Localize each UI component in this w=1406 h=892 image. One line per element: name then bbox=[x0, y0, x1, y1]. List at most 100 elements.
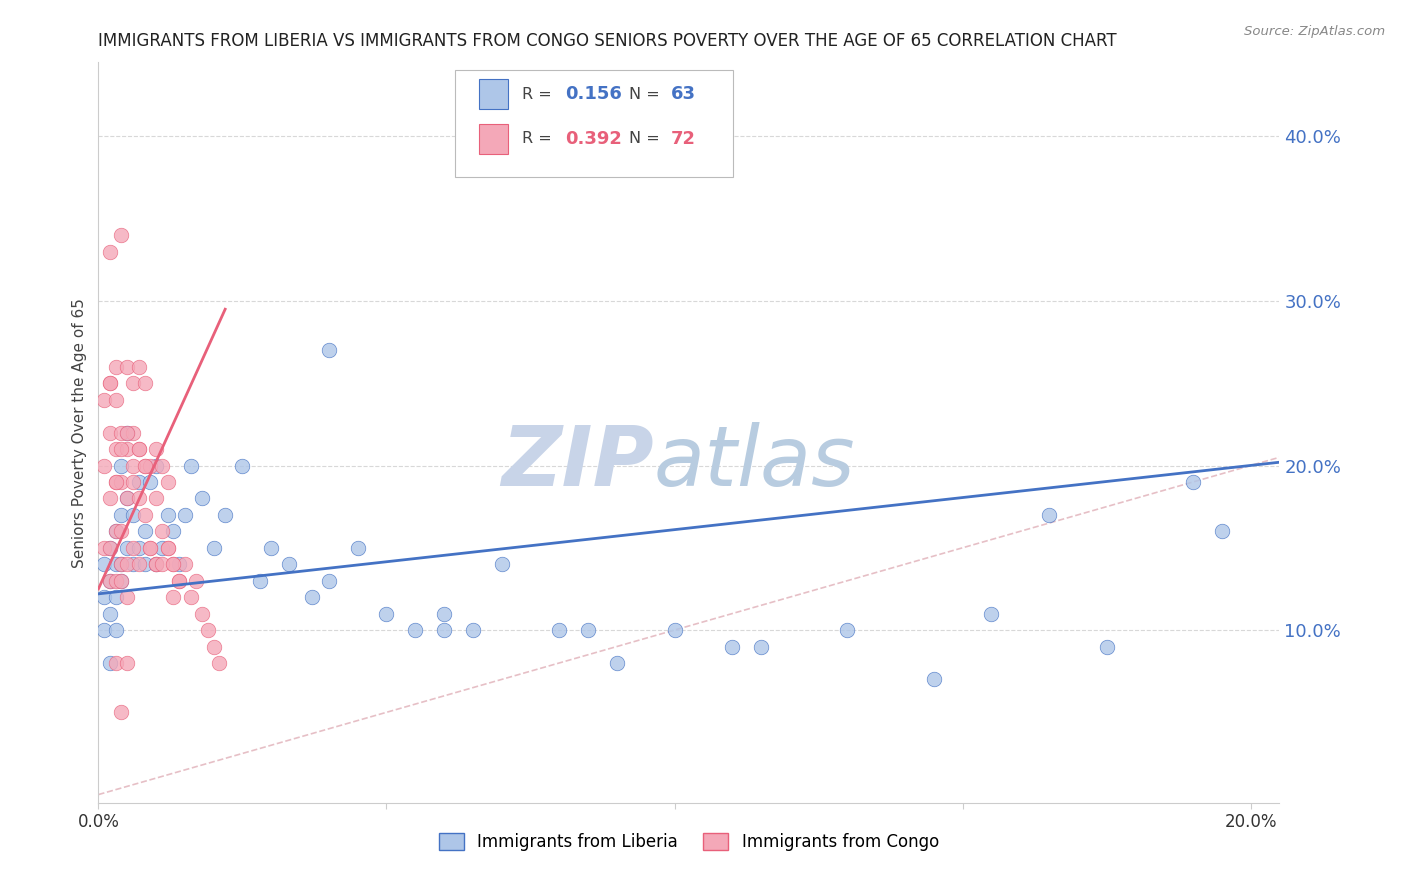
Point bbox=[139, 541, 162, 555]
Point bbox=[231, 458, 253, 473]
Point bbox=[110, 475, 132, 489]
Point bbox=[110, 558, 132, 572]
Point bbox=[104, 475, 127, 489]
Point bbox=[110, 458, 132, 473]
Point bbox=[186, 574, 208, 588]
Point bbox=[134, 508, 156, 522]
Point bbox=[115, 491, 138, 506]
Point bbox=[145, 442, 167, 456]
Point bbox=[98, 376, 121, 391]
Point bbox=[150, 558, 173, 572]
Point bbox=[173, 508, 195, 522]
Point bbox=[134, 376, 156, 391]
Point bbox=[115, 541, 138, 555]
Point bbox=[162, 524, 184, 539]
Point bbox=[433, 623, 456, 637]
Point bbox=[150, 524, 173, 539]
Point bbox=[922, 673, 945, 687]
Text: atlas: atlas bbox=[654, 422, 855, 503]
Point bbox=[104, 574, 127, 588]
Text: IMMIGRANTS FROM LIBERIA VS IMMIGRANTS FROM CONGO SENIORS POVERTY OVER THE AGE OF: IMMIGRANTS FROM LIBERIA VS IMMIGRANTS FR… bbox=[98, 32, 1116, 50]
Point bbox=[162, 558, 184, 572]
Point bbox=[115, 425, 138, 440]
Point bbox=[208, 656, 231, 670]
Point bbox=[664, 623, 686, 637]
Point bbox=[404, 623, 426, 637]
Text: N =: N = bbox=[628, 131, 665, 146]
Text: 0.392: 0.392 bbox=[565, 129, 621, 148]
Point bbox=[134, 558, 156, 572]
Point bbox=[93, 541, 115, 555]
Point bbox=[173, 558, 195, 572]
Point bbox=[110, 574, 132, 588]
Point bbox=[110, 524, 132, 539]
Point bbox=[128, 558, 150, 572]
Point bbox=[115, 491, 138, 506]
Point bbox=[145, 558, 167, 572]
Bar bbox=[478, 79, 508, 109]
Point bbox=[150, 541, 173, 555]
Point bbox=[167, 574, 190, 588]
Point bbox=[93, 623, 115, 637]
Point bbox=[491, 558, 513, 572]
Point bbox=[104, 475, 127, 489]
Point bbox=[128, 491, 150, 506]
Text: Source: ZipAtlas.com: Source: ZipAtlas.com bbox=[1244, 25, 1385, 38]
Point bbox=[104, 590, 127, 604]
Point bbox=[156, 508, 179, 522]
FancyBboxPatch shape bbox=[456, 70, 733, 178]
Point bbox=[548, 623, 571, 637]
Point bbox=[433, 607, 456, 621]
Point bbox=[167, 558, 190, 572]
Point bbox=[115, 425, 138, 440]
Point bbox=[318, 343, 340, 358]
Point bbox=[98, 491, 121, 506]
Point bbox=[162, 590, 184, 604]
Point bbox=[122, 376, 145, 391]
Point bbox=[156, 541, 179, 555]
Point bbox=[156, 475, 179, 489]
Point bbox=[1211, 524, 1233, 539]
Point bbox=[110, 442, 132, 456]
Point bbox=[122, 458, 145, 473]
Y-axis label: Seniors Poverty Over the Age of 65: Seniors Poverty Over the Age of 65 bbox=[72, 298, 87, 567]
Point bbox=[115, 442, 138, 456]
Point bbox=[346, 541, 368, 555]
Point bbox=[104, 359, 127, 374]
Point bbox=[145, 458, 167, 473]
Point bbox=[110, 508, 132, 522]
Point bbox=[721, 640, 744, 654]
Point bbox=[122, 508, 145, 522]
Point bbox=[375, 607, 398, 621]
Point bbox=[104, 656, 127, 670]
Point bbox=[156, 541, 179, 555]
Point bbox=[93, 558, 115, 572]
Point bbox=[128, 475, 150, 489]
Point bbox=[104, 623, 127, 637]
Point bbox=[145, 558, 167, 572]
Point bbox=[197, 623, 219, 637]
Point bbox=[115, 359, 138, 374]
Point bbox=[318, 574, 340, 588]
Point bbox=[128, 541, 150, 555]
Point bbox=[214, 508, 236, 522]
Point bbox=[180, 590, 202, 604]
Point bbox=[98, 541, 121, 555]
Point bbox=[461, 623, 484, 637]
Point bbox=[249, 574, 271, 588]
Point bbox=[104, 392, 127, 407]
Point bbox=[93, 458, 115, 473]
Point bbox=[128, 359, 150, 374]
Text: 63: 63 bbox=[671, 86, 696, 103]
Point bbox=[134, 458, 156, 473]
Point bbox=[122, 541, 145, 555]
Point bbox=[98, 607, 121, 621]
Point bbox=[115, 656, 138, 670]
Text: N =: N = bbox=[628, 87, 665, 102]
Point bbox=[134, 458, 156, 473]
Point bbox=[110, 706, 132, 720]
Point bbox=[139, 458, 162, 473]
Point bbox=[115, 558, 138, 572]
Point bbox=[191, 607, 214, 621]
Point bbox=[98, 574, 121, 588]
